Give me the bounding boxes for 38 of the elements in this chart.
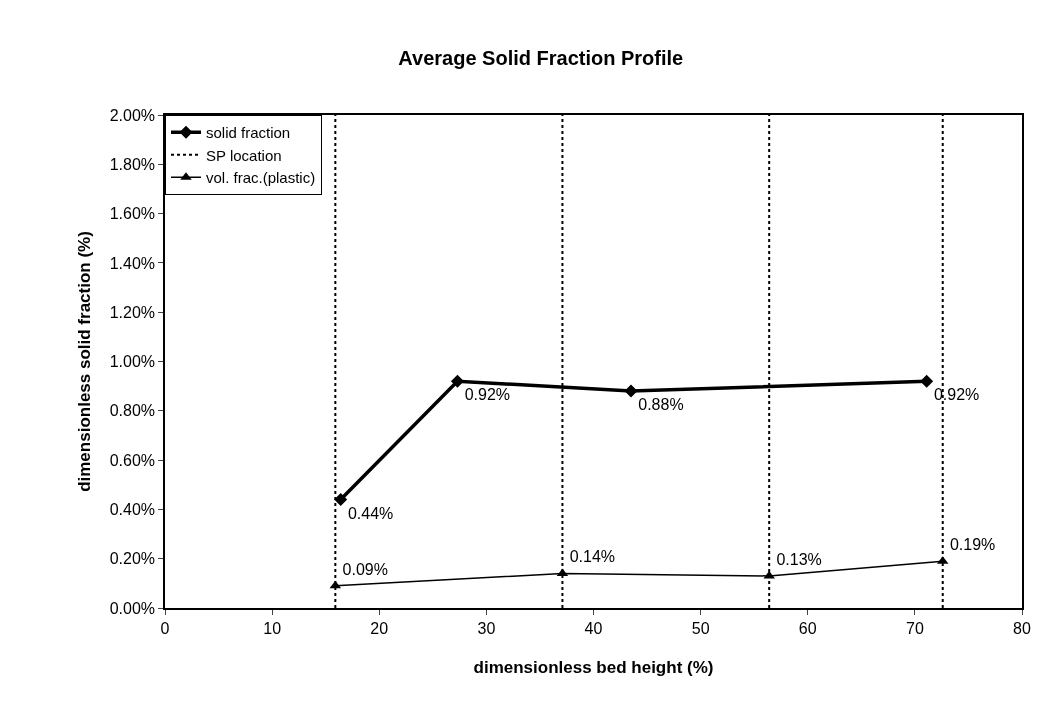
x-tick-label: 80 — [1013, 619, 1031, 637]
y-tick-label: 1.40% — [109, 254, 156, 272]
y-tick-label: 0.40% — [109, 501, 156, 518]
data-label: 0.13% — [776, 550, 822, 568]
x-tick-label: 50 — [691, 619, 710, 637]
legend-label: SP location — [206, 146, 282, 164]
legend-label: solid fraction — [206, 124, 291, 142]
y-tick-label: 0.80% — [109, 402, 156, 420]
y-tick-label: 0.00% — [109, 599, 156, 617]
y-tick-label: 0.60% — [109, 451, 156, 469]
x-tick-label: 20 — [370, 619, 389, 637]
y-axis-title: dimensionless solid fraction (%) — [74, 231, 94, 492]
legend-label: vol. frac.(plastic) — [206, 169, 316, 187]
y-tick-label: 1.60% — [109, 205, 156, 223]
x-tick-label: 60 — [798, 619, 817, 637]
data-label: 0.92% — [464, 386, 511, 404]
y-tick-label: 1.20% — [109, 303, 156, 321]
x-tick-label: 70 — [905, 619, 924, 637]
data-label: 0.44% — [347, 504, 394, 522]
data-label: 0.09% — [342, 560, 388, 578]
data-label: 0.19% — [949, 535, 996, 553]
x-tick-label: 0 — [160, 619, 170, 637]
data-label: 0.14% — [569, 548, 616, 566]
y-tick-label: 0.20% — [109, 550, 156, 568]
y-tick-label: 1.00% — [109, 353, 156, 371]
x-tick-label: 40 — [584, 619, 603, 637]
y-tick-label: 2.00% — [109, 106, 156, 124]
y-tick-label: 1.80% — [109, 155, 156, 173]
point — [624, 384, 638, 398]
data-label: 0.88% — [638, 396, 684, 414]
x-tick-label: 30 — [477, 619, 496, 637]
chart-title: Average Solid Fraction Profile — [398, 46, 684, 69]
x-tick-label: 10 — [263, 619, 282, 637]
point — [920, 374, 934, 388]
x-axis-title: dimensionless bed height (%) — [473, 657, 714, 677]
data-label: 0.92% — [933, 386, 980, 404]
point — [450, 374, 464, 388]
point — [334, 493, 348, 507]
